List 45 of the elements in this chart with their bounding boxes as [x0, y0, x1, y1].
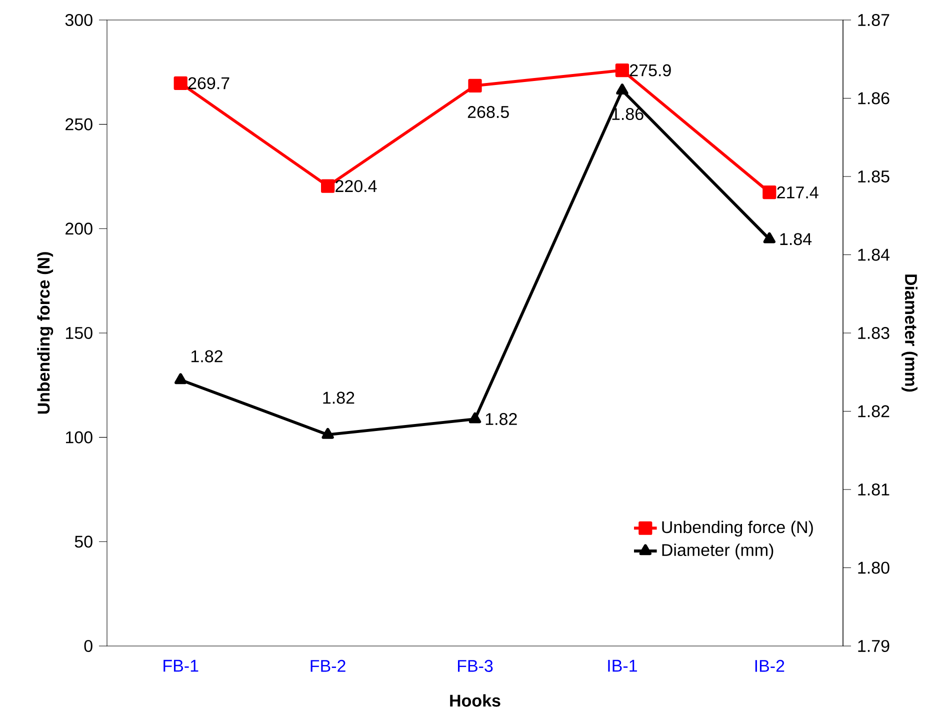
x-tick-label: IB-1 [608, 660, 637, 672]
data-label: 1.84 [780, 233, 812, 246]
data-label: 1.82 [192, 350, 222, 362]
y-tick-label: 150 [66, 326, 92, 340]
legend-label: Diameter (mm) [662, 544, 774, 560]
x-tick-label: FB-3 [458, 660, 493, 672]
data-label: 220.4 [336, 180, 377, 192]
point [616, 84, 628, 95]
y2-tick-label: 1.80 [858, 562, 890, 574]
point [322, 428, 334, 439]
y-tick-label: 50 [74, 536, 92, 548]
point [468, 412, 482, 424]
y-tick-label: 300 [65, 14, 92, 26]
point [321, 179, 335, 193]
y2-tick-label: 1.87 [858, 14, 890, 26]
data-label: 269.7 [188, 77, 230, 90]
y-tick-label: 0 [84, 640, 92, 652]
y2-tick-label: 1.86 [858, 92, 890, 104]
y2-tick-label: 1.83 [858, 326, 890, 340]
y-tick-label: 250 [66, 118, 92, 130]
x-tick-label: IB-2 [755, 660, 784, 672]
y2-tick-label: 1.85 [858, 170, 890, 183]
y2-tick-label: 1.79 [858, 640, 890, 652]
y2-tick-label: 1.82 [858, 405, 890, 418]
point [174, 373, 187, 384]
y-tick-label: 200 [66, 222, 92, 235]
legend-label: Unbending force (N) [662, 520, 813, 537]
x-tick-label: FB-2 [310, 660, 346, 672]
point [468, 78, 482, 93]
y-axis-title: Unbending force (N) [37, 252, 54, 414]
x-axis-title: Hooks [450, 694, 500, 707]
y-tick-label: 100 [66, 431, 92, 444]
data-label: 275.9 [630, 64, 671, 76]
y2-tick-label: 1.81 [858, 483, 890, 496]
y2-axis-title: Diameter (mm) [902, 274, 918, 392]
point [763, 232, 776, 244]
point [615, 63, 629, 78]
data-label: 1.82 [486, 413, 517, 426]
x-tick-label: FB-1 [164, 660, 198, 672]
point [762, 186, 776, 200]
data-label: 217.4 [777, 186, 818, 198]
y2-tick-label: 1.84 [858, 248, 890, 261]
data-label: 268.5 [468, 106, 509, 118]
point [174, 76, 188, 90]
data-label: 1.82 [323, 392, 354, 404]
